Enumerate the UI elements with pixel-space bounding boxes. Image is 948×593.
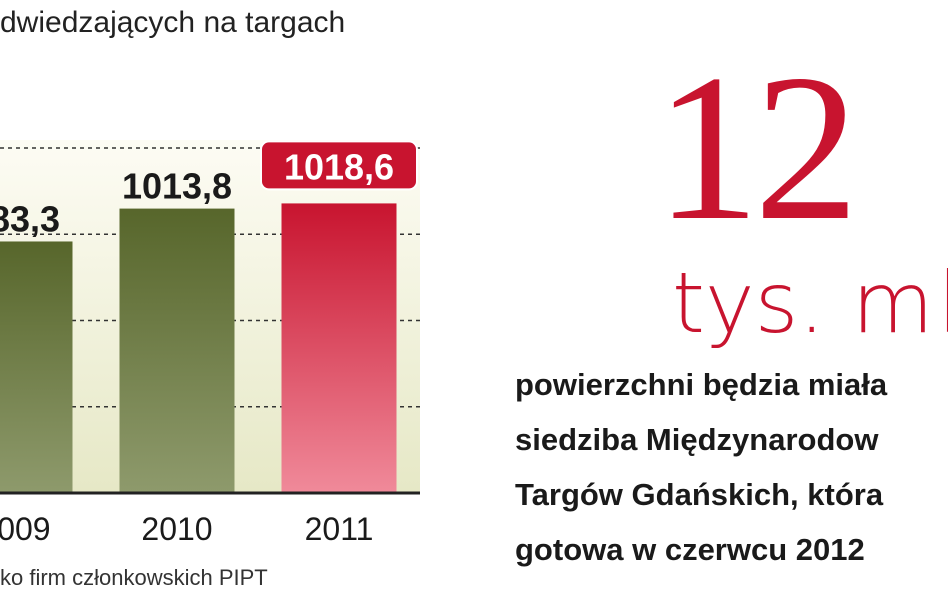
label-box xyxy=(260,140,418,191)
text-line: siedziba Międzynarodow xyxy=(515,422,879,457)
bar xyxy=(281,203,397,493)
bar xyxy=(119,208,235,493)
text-line: gotowa w czerwcu 2012 xyxy=(515,532,865,567)
chart-title: dwiedzających na targach xyxy=(0,6,345,39)
value-label: 1018,6 xyxy=(284,146,394,187)
text-line: Targów Gdańskich, która xyxy=(515,477,884,512)
x-tick-label: 2011 xyxy=(305,511,374,547)
text-line: powierzchni będzia miała xyxy=(515,367,888,402)
bar xyxy=(0,241,73,493)
x-tick-label: 2009 xyxy=(0,511,51,547)
value-label: 983,3 xyxy=(0,198,60,239)
x-tick-label: 2010 xyxy=(141,511,212,547)
big-number: 12 xyxy=(655,32,853,264)
unit: tys. mkw xyxy=(672,254,948,352)
value-label: 1013,8 xyxy=(122,166,232,207)
source: ko firm członkowskich PIPT xyxy=(0,565,268,590)
